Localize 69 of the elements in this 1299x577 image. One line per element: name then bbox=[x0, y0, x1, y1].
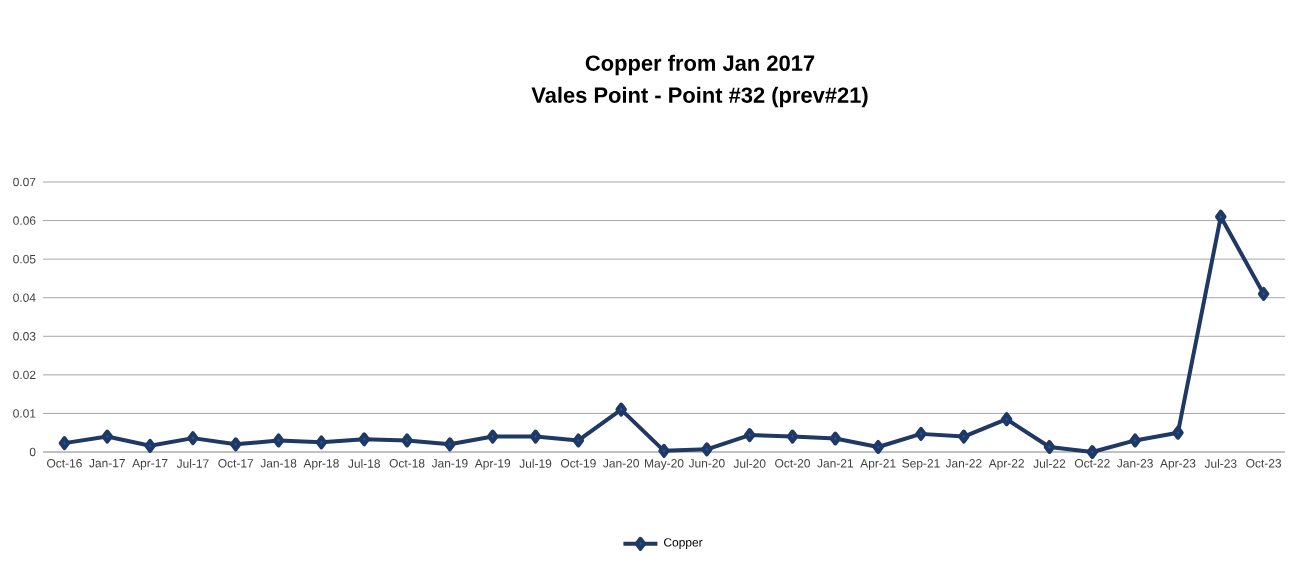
x-tick-label: Jul-17 bbox=[176, 459, 209, 468]
x-tick-label: Oct-20 bbox=[775, 459, 810, 468]
point bbox=[1043, 439, 1056, 454]
point bbox=[658, 443, 670, 458]
y-tick-label: 0 bbox=[29, 447, 36, 457]
point bbox=[829, 431, 842, 446]
point bbox=[1000, 412, 1013, 427]
x-tick-label: Apr-17 bbox=[132, 459, 168, 470]
point bbox=[529, 429, 542, 444]
x-tick-label: Jan-20 bbox=[603, 459, 639, 468]
chart-subtitle: Vales Point - Point #32 (prev#21) bbox=[531, 86, 868, 108]
y-tick-label: 0.07 bbox=[13, 177, 36, 187]
point bbox=[486, 429, 499, 444]
y-tick-label: 0.06 bbox=[13, 216, 36, 225]
point bbox=[915, 426, 927, 441]
x-tick-label: Jul-19 bbox=[519, 459, 552, 468]
point bbox=[1257, 286, 1270, 301]
point bbox=[401, 433, 413, 448]
point bbox=[144, 438, 156, 453]
x-tick-label: Apr-21 bbox=[860, 459, 896, 470]
point bbox=[743, 428, 756, 443]
point bbox=[1215, 209, 1227, 224]
x-tick-label: Jul-20 bbox=[733, 459, 766, 468]
point bbox=[58, 436, 71, 451]
point bbox=[872, 439, 884, 454]
x-tick-label: May-20 bbox=[645, 459, 684, 470]
point bbox=[701, 442, 713, 457]
point bbox=[444, 437, 456, 452]
x-tick-label: Oct-22 bbox=[1074, 459, 1110, 468]
point bbox=[1086, 445, 1099, 459]
x-tick-label: Jul-23 bbox=[1204, 459, 1237, 468]
x-tick-label: Jan-23 bbox=[1117, 459, 1153, 468]
y-tick-label: 0.05 bbox=[13, 254, 36, 264]
point bbox=[229, 437, 242, 452]
x-tick-label: Jan-21 bbox=[817, 459, 854, 468]
x-tick-label: Oct-19 bbox=[560, 459, 596, 468]
x-tick-label: Apr-19 bbox=[474, 459, 511, 470]
x-tick-label: Jan-18 bbox=[260, 459, 297, 468]
x-tick-label: Apr-18 bbox=[303, 459, 339, 470]
point bbox=[1172, 425, 1184, 440]
point bbox=[1129, 433, 1141, 448]
point bbox=[358, 432, 370, 447]
point bbox=[615, 402, 627, 417]
y-tick-label: 0.03 bbox=[13, 332, 36, 341]
y-tick-label: 0.04 bbox=[13, 293, 36, 302]
point bbox=[187, 431, 199, 446]
point bbox=[572, 433, 585, 448]
x-tick-label: Apr-23 bbox=[1160, 459, 1196, 470]
y-tick-label: 0.01 bbox=[13, 409, 36, 418]
x-tick-label: Sep-21 bbox=[902, 459, 940, 470]
point bbox=[315, 435, 328, 450]
x-tick-label: Jun-20 bbox=[688, 459, 725, 468]
x-tick-label: Jul-22 bbox=[1033, 459, 1066, 468]
point bbox=[272, 433, 285, 448]
x-tick-label: Jan-19 bbox=[431, 459, 468, 468]
x-tick-label: Apr-22 bbox=[988, 459, 1024, 470]
x-tick-label: Oct-18 bbox=[389, 459, 425, 468]
chart-title: Copper from Jan 2017 bbox=[585, 54, 815, 76]
x-tick-label: Oct-16 bbox=[47, 459, 82, 468]
x-tick-label: Oct-17 bbox=[218, 459, 254, 468]
y-tick-label: 0.02 bbox=[13, 370, 36, 380]
legend-label: Copper bbox=[664, 538, 703, 549]
x-tick-label: Jan-17 bbox=[89, 459, 125, 468]
x-tick-label: Jan-22 bbox=[945, 459, 982, 468]
point bbox=[101, 429, 113, 444]
x-tick-label: Oct-23 bbox=[1246, 459, 1282, 468]
point bbox=[958, 429, 970, 444]
x-tick-label: Jul-18 bbox=[348, 459, 380, 468]
point bbox=[786, 429, 799, 444]
